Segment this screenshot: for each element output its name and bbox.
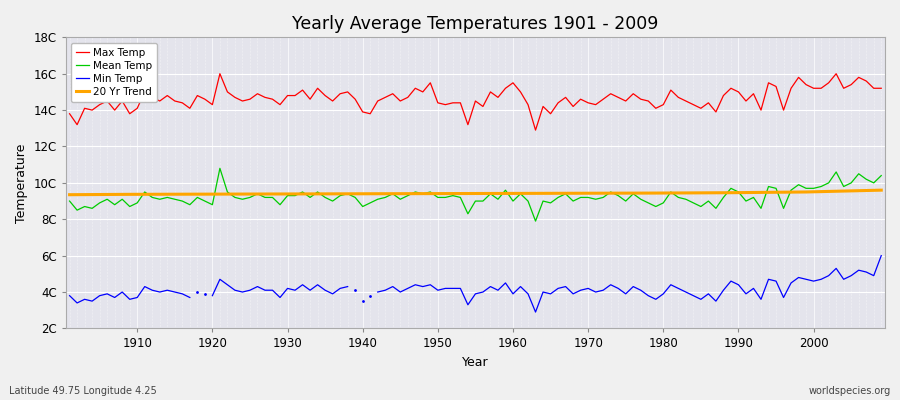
Min Temp xyxy=(162,288,173,293)
Min Temp xyxy=(177,292,188,296)
20 Yr Trend xyxy=(274,192,285,196)
Mean Temp xyxy=(876,173,886,178)
Max Temp xyxy=(297,88,308,92)
Max Temp xyxy=(214,71,225,76)
Max Temp xyxy=(515,90,526,94)
Mean Temp xyxy=(124,204,135,209)
Max Temp xyxy=(342,90,353,94)
20 Yr Trend xyxy=(124,192,135,197)
Min Temp xyxy=(94,293,105,298)
Min Temp xyxy=(147,288,158,293)
Min Temp xyxy=(72,300,83,305)
Min Temp xyxy=(140,284,150,289)
Line: Max Temp: Max Temp xyxy=(69,74,881,130)
Legend: Max Temp, Mean Temp, Min Temp, 20 Yr Trend: Max Temp, Mean Temp, Min Temp, 20 Yr Tre… xyxy=(71,42,158,102)
Mean Temp xyxy=(214,166,225,171)
Mean Temp xyxy=(64,199,75,204)
Min Temp xyxy=(79,297,90,302)
20 Yr Trend xyxy=(725,190,736,195)
20 Yr Trend xyxy=(500,191,511,196)
Min Temp xyxy=(131,295,142,300)
20 Yr Trend xyxy=(425,191,436,196)
Title: Yearly Average Temperatures 1901 - 2009: Yearly Average Temperatures 1901 - 2009 xyxy=(292,15,659,33)
Line: Min Temp: Min Temp xyxy=(69,286,190,303)
Min Temp xyxy=(109,295,120,300)
Max Temp xyxy=(876,86,886,91)
20 Yr Trend xyxy=(200,192,211,196)
Min Temp xyxy=(169,290,180,294)
Mean Temp xyxy=(613,193,624,198)
20 Yr Trend xyxy=(801,190,812,194)
Min Temp xyxy=(64,293,75,298)
20 Yr Trend xyxy=(350,191,361,196)
Min Temp xyxy=(86,299,97,304)
Line: 20 Yr Trend: 20 Yr Trend xyxy=(69,190,881,195)
20 Yr Trend xyxy=(575,191,586,196)
X-axis label: Year: Year xyxy=(462,356,489,369)
20 Yr Trend xyxy=(64,192,75,197)
Text: worldspecies.org: worldspecies.org xyxy=(809,386,891,396)
Max Temp xyxy=(64,111,75,116)
Max Temp xyxy=(530,128,541,132)
Max Temp xyxy=(124,111,135,116)
Min Temp xyxy=(124,297,135,302)
Mean Temp xyxy=(530,219,541,224)
Max Temp xyxy=(508,80,518,85)
Min Temp xyxy=(184,295,195,300)
Mean Temp xyxy=(342,191,353,196)
20 Yr Trend xyxy=(876,188,886,192)
Min Temp xyxy=(155,290,166,294)
Max Temp xyxy=(613,95,624,100)
Line: Mean Temp: Mean Temp xyxy=(69,168,881,221)
Min Temp xyxy=(117,290,128,294)
Mean Temp xyxy=(515,191,526,196)
Y-axis label: Temperature: Temperature xyxy=(15,143,28,222)
Text: Latitude 49.75 Longitude 4.25: Latitude 49.75 Longitude 4.25 xyxy=(9,386,157,396)
Mean Temp xyxy=(297,190,308,194)
Min Temp xyxy=(102,292,112,296)
Mean Temp xyxy=(508,199,518,204)
20 Yr Trend xyxy=(651,191,661,196)
